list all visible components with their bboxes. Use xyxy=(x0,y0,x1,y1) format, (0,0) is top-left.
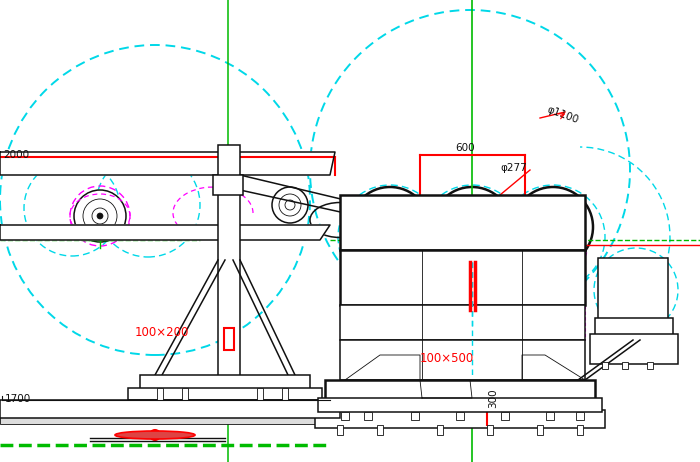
Circle shape xyxy=(612,272,652,312)
Ellipse shape xyxy=(115,431,195,439)
Bar xyxy=(340,195,585,250)
Bar xyxy=(501,412,509,420)
Bar xyxy=(576,412,584,420)
Circle shape xyxy=(457,212,487,242)
Circle shape xyxy=(279,194,301,216)
Circle shape xyxy=(550,224,556,230)
Bar xyxy=(182,388,188,400)
Bar xyxy=(0,416,340,424)
Text: 1700: 1700 xyxy=(5,394,32,404)
Text: φ277: φ277 xyxy=(500,163,526,173)
Bar xyxy=(282,388,288,400)
Circle shape xyxy=(150,430,160,440)
Bar xyxy=(340,250,585,305)
Circle shape xyxy=(272,187,308,223)
Bar xyxy=(340,305,585,340)
Circle shape xyxy=(350,187,430,267)
Circle shape xyxy=(546,220,560,234)
Circle shape xyxy=(513,187,593,267)
Circle shape xyxy=(626,286,638,298)
Circle shape xyxy=(363,200,417,254)
Circle shape xyxy=(74,190,126,242)
Circle shape xyxy=(97,213,103,219)
Bar xyxy=(218,145,240,400)
Bar xyxy=(315,410,605,428)
Bar xyxy=(598,258,668,320)
Bar xyxy=(337,425,343,435)
Polygon shape xyxy=(420,380,472,398)
Bar xyxy=(0,400,340,418)
Circle shape xyxy=(387,224,393,230)
Text: 600: 600 xyxy=(455,143,475,153)
Bar xyxy=(590,334,678,364)
Circle shape xyxy=(538,212,568,242)
Circle shape xyxy=(526,200,580,254)
Bar xyxy=(546,412,554,420)
Bar xyxy=(213,175,243,195)
Polygon shape xyxy=(522,355,585,380)
Text: φ1100: φ1100 xyxy=(545,104,580,125)
Circle shape xyxy=(445,200,499,254)
Circle shape xyxy=(92,208,108,224)
Polygon shape xyxy=(345,355,420,380)
Bar xyxy=(140,375,310,390)
Bar xyxy=(602,362,608,369)
Circle shape xyxy=(285,200,295,210)
Polygon shape xyxy=(0,225,330,240)
Bar xyxy=(340,340,585,380)
Circle shape xyxy=(465,220,479,234)
Circle shape xyxy=(83,199,117,233)
Bar xyxy=(325,380,595,400)
Bar xyxy=(456,412,464,420)
Bar xyxy=(128,388,322,400)
Bar xyxy=(487,425,493,435)
Bar xyxy=(411,412,419,420)
Bar xyxy=(537,425,543,435)
Circle shape xyxy=(383,220,397,234)
Text: 300: 300 xyxy=(488,388,498,408)
Bar xyxy=(595,318,673,336)
Bar xyxy=(364,412,372,420)
Circle shape xyxy=(619,279,645,305)
Bar xyxy=(647,362,653,369)
Bar xyxy=(377,425,383,435)
Circle shape xyxy=(225,328,233,336)
Bar xyxy=(341,412,349,420)
Bar xyxy=(622,362,628,369)
Bar xyxy=(157,388,163,400)
Bar xyxy=(257,388,263,400)
Bar xyxy=(224,328,234,350)
Circle shape xyxy=(462,345,482,365)
Circle shape xyxy=(469,224,475,230)
Circle shape xyxy=(604,264,660,320)
Bar xyxy=(577,425,583,435)
Bar xyxy=(437,425,443,435)
Text: 100×500: 100×500 xyxy=(420,352,475,365)
Polygon shape xyxy=(0,152,335,175)
Text: 2000: 2000 xyxy=(3,150,29,160)
Circle shape xyxy=(375,212,405,242)
Circle shape xyxy=(432,187,512,267)
Text: 100×200: 100×200 xyxy=(135,326,190,339)
Bar xyxy=(318,398,602,412)
